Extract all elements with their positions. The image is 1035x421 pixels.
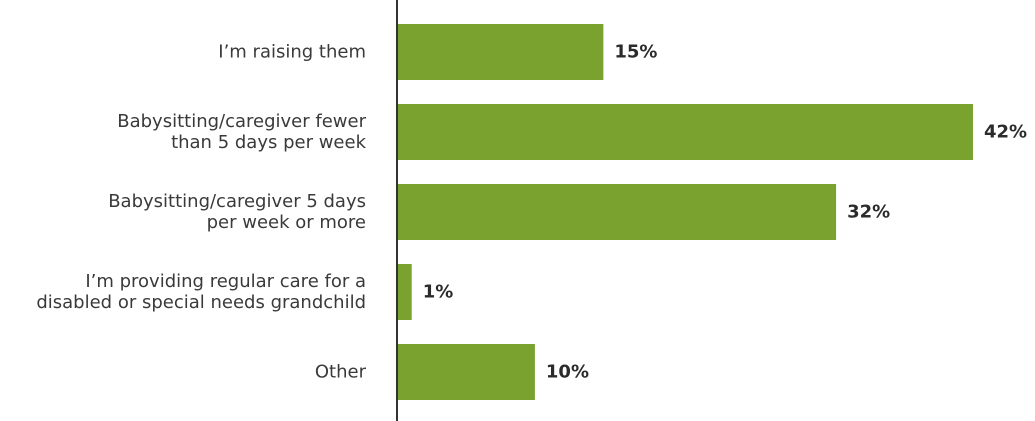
category-label: disabled or special needs grandchild xyxy=(36,292,366,313)
value-label: 10% xyxy=(546,362,589,383)
bar xyxy=(398,264,412,320)
bar xyxy=(398,104,973,160)
value-label: 1% xyxy=(423,282,454,303)
category-label: I’m raising them xyxy=(218,42,366,63)
value-label: 42% xyxy=(984,122,1027,143)
bar xyxy=(398,344,535,400)
category-label: I’m providing regular care for a xyxy=(85,271,366,292)
category-label: Other xyxy=(315,362,367,383)
category-labels-group: I’m raising them Babysitting/caregiver fe… xyxy=(36,42,366,383)
bar xyxy=(398,184,837,240)
value-label: 32% xyxy=(847,202,890,223)
category-label: per week or more xyxy=(207,212,366,233)
value-labels-group: 15% 42% 32% 1% 10% xyxy=(423,42,1027,383)
bar xyxy=(398,24,604,80)
bars-group xyxy=(398,24,973,400)
value-label: 15% xyxy=(614,42,657,63)
category-label: Babysitting/caregiver 5 days xyxy=(108,191,366,212)
category-label: than 5 days per week xyxy=(171,132,367,153)
category-label: Babysitting/caregiver fewer xyxy=(117,111,366,132)
